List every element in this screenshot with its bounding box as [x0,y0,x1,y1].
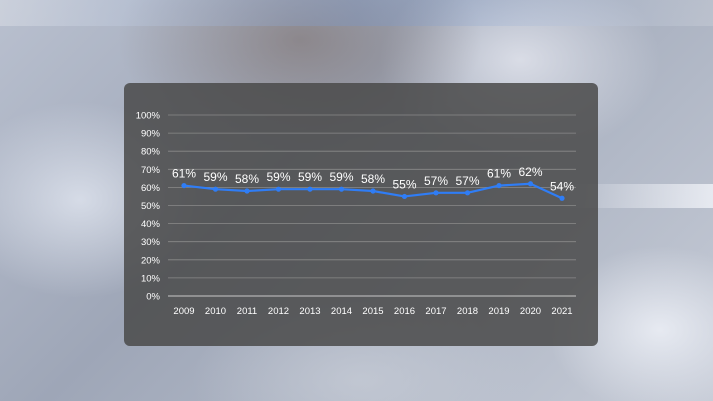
y-tick-label: 20% [141,255,161,266]
data-label: 57% [455,174,479,188]
y-tick-label: 60% [141,183,161,194]
data-label: 62% [518,165,542,179]
chart-panel [124,83,598,346]
data-point [307,186,313,192]
data-point [338,186,345,192]
x-tick-label: 2020 [520,306,541,317]
y-tick-label: 70% [141,165,161,176]
x-axis-ticks: 2009 2010 2011 2012 2013 2014 2015 2016 2017 2018… [173,306,572,317]
data-point [275,186,282,192]
data-point [527,181,534,187]
series-line-group [181,181,565,201]
y-tick-label: 50% [141,201,161,212]
x-tick-label: 2011 [237,306,257,317]
x-tick-label: 2009 [173,306,194,317]
y-tick-label: 0% [146,292,160,303]
data-label: 58% [235,172,259,186]
data-label: 61% [487,167,511,181]
data-point [370,188,376,194]
data-label: 57% [424,174,448,188]
y-tick-label: 30% [141,237,161,248]
y-tick-label: 40% [141,219,161,230]
data-point [212,186,219,192]
data-label: 59% [298,170,322,184]
y-tick-label: 90% [141,129,161,140]
x-tick-label: 2016 [394,306,415,317]
data-point [559,195,565,201]
data-point [464,190,471,196]
data-point [433,190,439,196]
data-labels: 61% 59% 58% 59% 59% 59% 58% 55% 57% 57% 61% 62% 54% [172,165,574,193]
y-tick-label: 80% [141,147,161,158]
data-point [401,193,408,200]
y-tick-label: 100% [136,111,161,122]
data-label: 59% [203,170,227,184]
data-point [181,182,187,189]
data-point [496,182,502,189]
x-tick-label: 2019 [488,306,509,317]
x-tick-label: 2021 [551,306,572,317]
x-tick-label: 2013 [299,306,320,317]
data-point [244,188,250,194]
data-label: 58% [361,172,385,186]
x-tick-label: 2017 [425,306,446,317]
x-tick-label: 2010 [205,306,226,317]
x-tick-label: 2014 [331,306,352,317]
data-label: 61% [172,167,196,181]
background-stripe [0,0,713,26]
y-tick-label: 10% [141,273,161,284]
data-label: 54% [550,179,574,193]
x-tick-label: 2015 [362,306,383,317]
x-tick-label: 2018 [457,306,478,317]
gridlines [168,114,576,297]
y-axis-ticks: 0% 10% 20% 30% 40% 50% 60% 70% 80% 90% 100% [136,111,161,303]
data-label: 55% [392,177,416,191]
x-tick-label: 2012 [268,306,289,317]
data-label: 59% [266,170,290,184]
data-label: 59% [329,170,353,184]
